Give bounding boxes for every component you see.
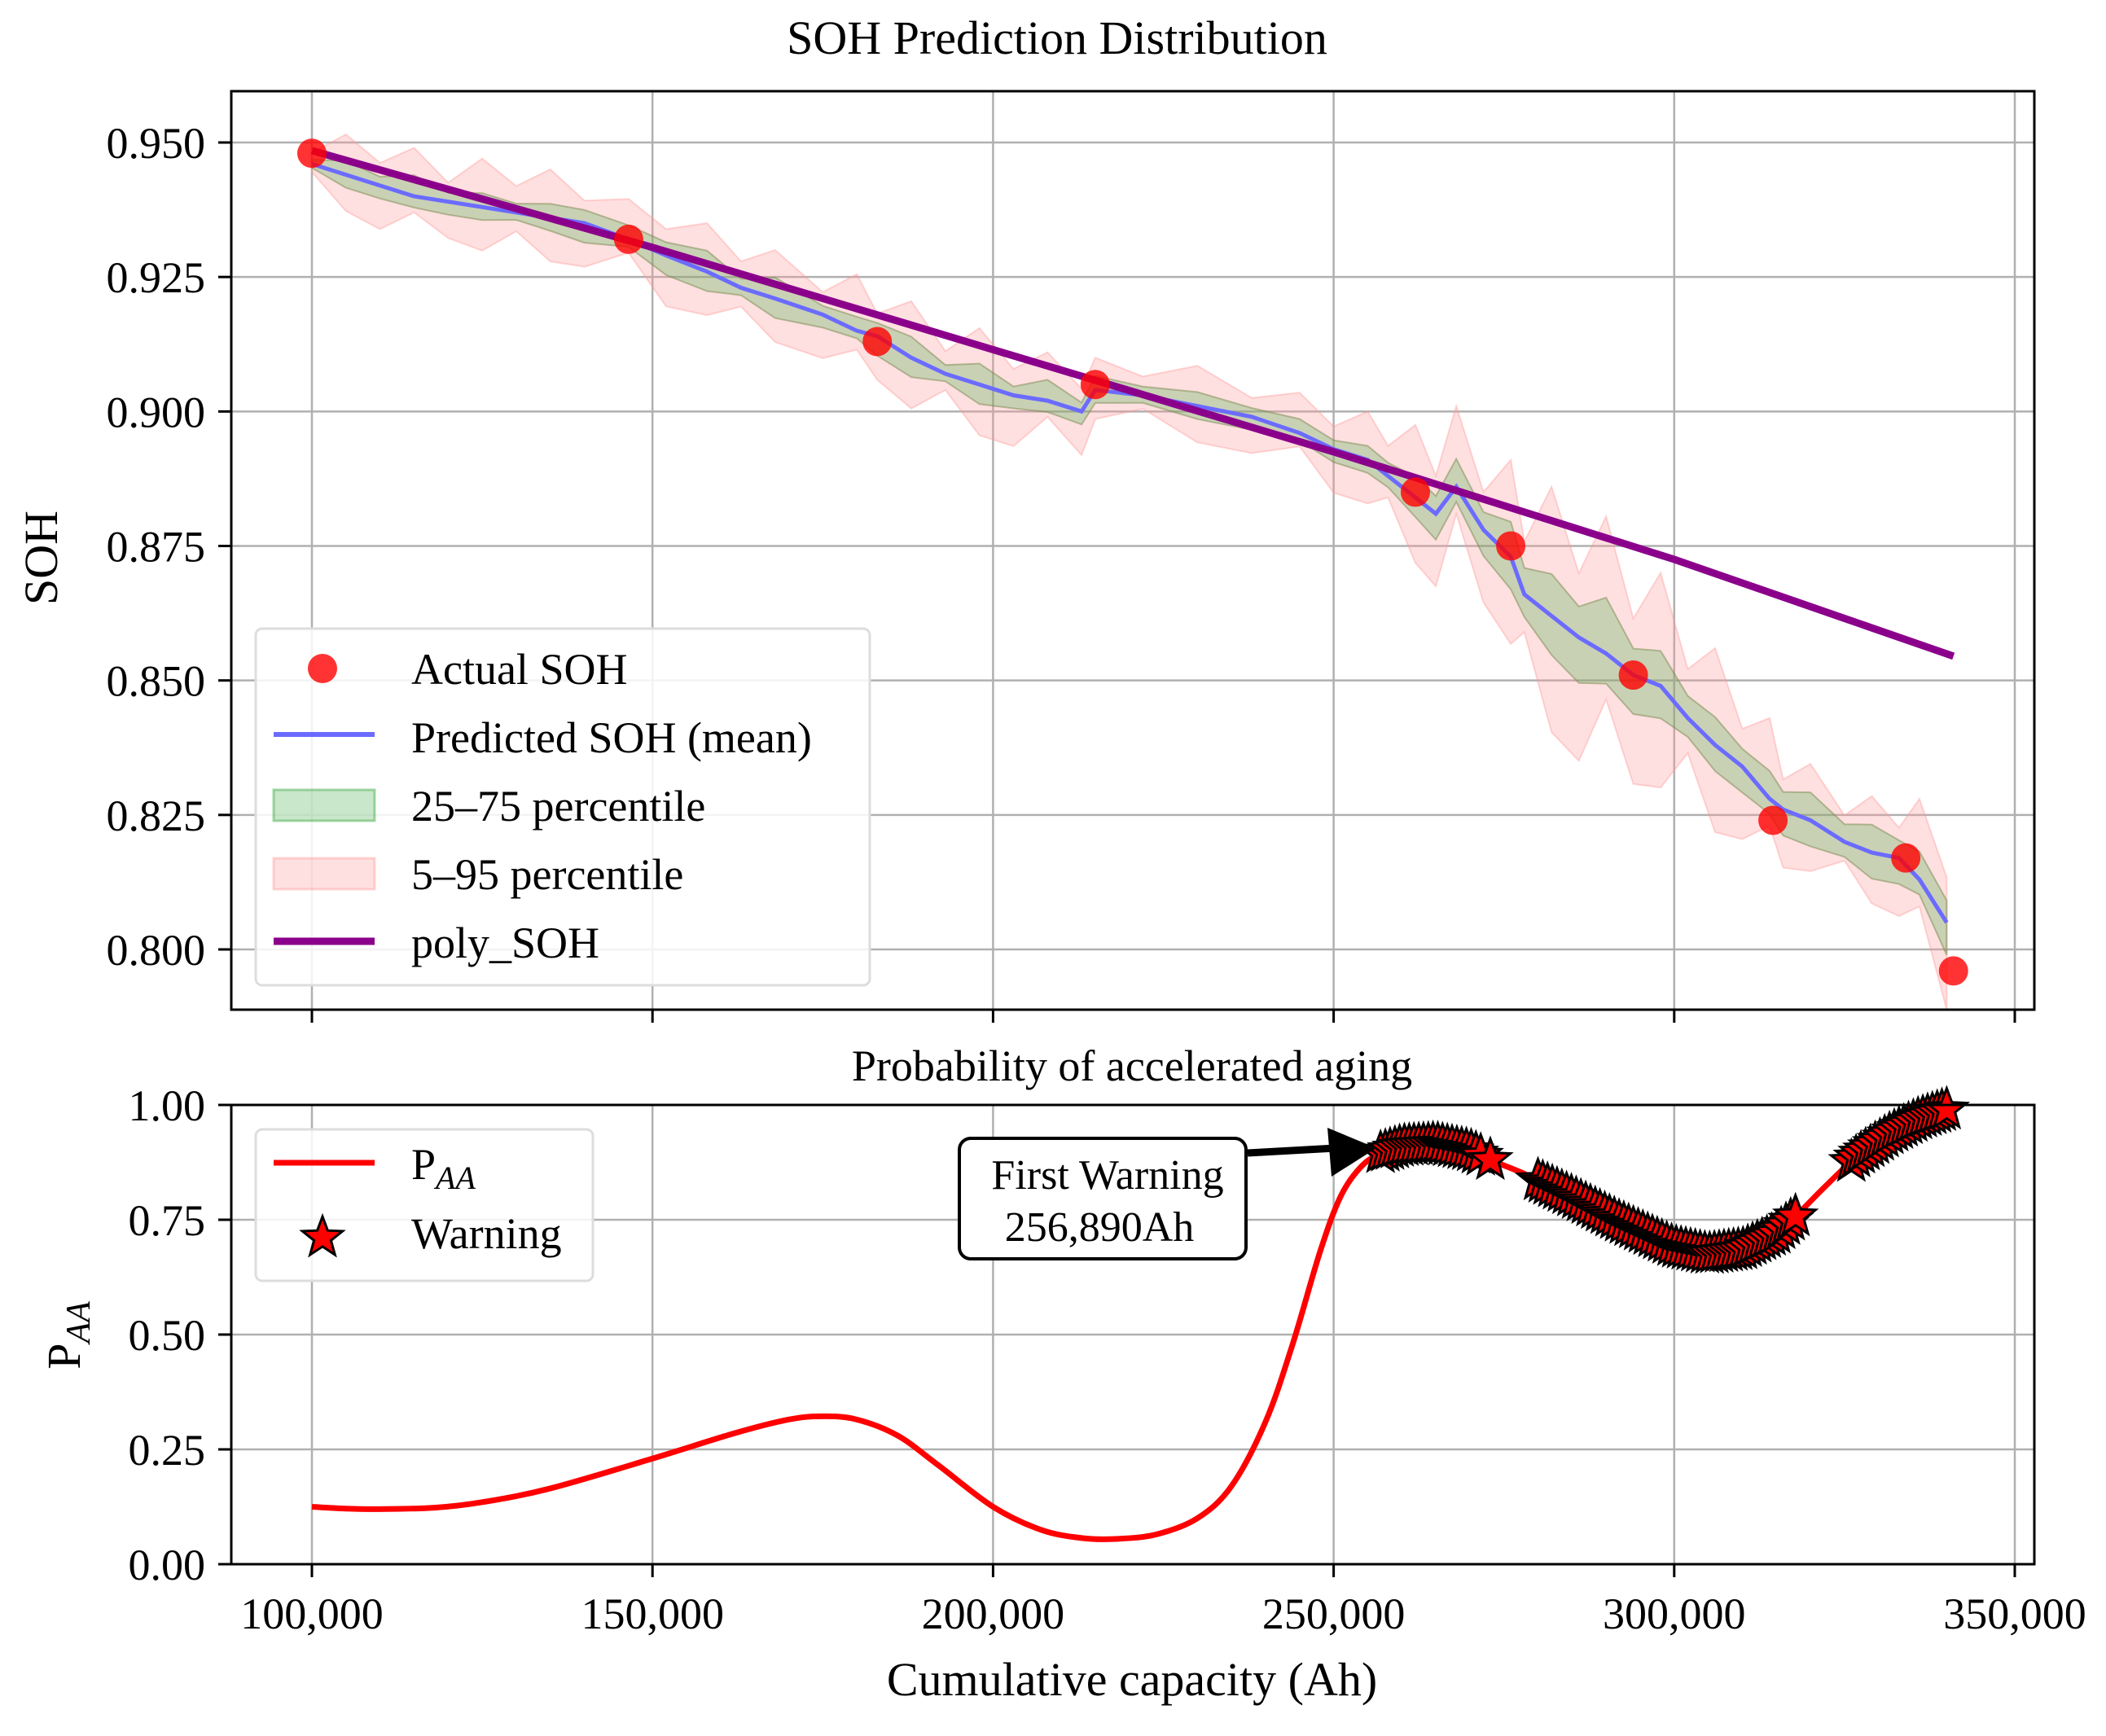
x-tick-label: 150,000 <box>581 1589 724 1638</box>
y-tick-label: 0.800 <box>107 926 206 975</box>
y-tick-label: 0.50 <box>129 1311 206 1360</box>
band-25-75 <box>311 158 1948 956</box>
legend-poly-label: poly_SOH <box>411 918 599 967</box>
legend-warning-star-icon <box>299 1212 346 1258</box>
actual-soh-point <box>1400 477 1430 507</box>
actual-soh-point <box>1080 370 1110 400</box>
legend-outer-label: 5–95 percentile <box>411 850 683 899</box>
legend-actual-label: Actual SOH <box>411 645 627 694</box>
actual-soh-point <box>862 327 893 357</box>
y-tick-label: 0.875 <box>107 523 206 572</box>
first-warning-annotation: First Warning 256,890Ah <box>958 1128 1376 1260</box>
poly-soh-line <box>310 147 1955 660</box>
top-plot-area <box>297 133 1968 1010</box>
x-tick-label: 300,000 <box>1603 1589 1746 1638</box>
warning-star <box>1923 1085 1971 1130</box>
warning-star <box>1771 1191 1819 1237</box>
top-y-axis-label: SOH <box>15 511 68 605</box>
legend-warning-label: Warning <box>411 1209 562 1258</box>
y-tick-label: 0.25 <box>129 1426 206 1475</box>
y-tick-label: 0.950 <box>107 119 206 168</box>
y-label-sub: AA <box>60 1301 98 1346</box>
actual-soh-point <box>1891 843 1921 873</box>
y-tick-label: 0.75 <box>129 1196 206 1245</box>
bottom-plot-area <box>311 1085 1971 1542</box>
actual-soh-point <box>1618 660 1648 690</box>
x-tick-label: 200,000 <box>922 1589 1065 1638</box>
y-tick-label: 1.00 <box>129 1081 206 1130</box>
top-ticks: 0.800 0.825 0.850 0.875 0.900 0.925 0.950 <box>107 119 2016 1023</box>
bottom-ticks: 100,000 150,000 200,000 250,000 300,000 350,0… <box>129 1081 2086 1638</box>
top-axes-frame <box>230 90 2036 1011</box>
top-legend: Actual SOH Predicted SOH (mean) 25–75 pe… <box>254 627 871 987</box>
actual-soh-point <box>1938 956 1968 986</box>
annotation-line1: First Warning <box>991 1152 1223 1199</box>
top-chart-title: SOH Prediction Distribution <box>787 11 1327 64</box>
svg-text:PAA: PAA <box>37 1301 98 1370</box>
legend-mean-label: Predicted SOH (mean) <box>411 713 812 762</box>
legend-actual-marker <box>308 654 337 683</box>
y-tick-label: 0.00 <box>129 1541 206 1589</box>
warning-star <box>1467 1135 1514 1181</box>
y-tick-label: 0.850 <box>107 657 206 706</box>
legend-iqr-label: 25–75 percentile <box>411 782 705 831</box>
legend-paa-label: PAA <box>411 1140 476 1196</box>
x-tick-label: 250,000 <box>1262 1589 1406 1638</box>
annotation-line2: 256,890Ah <box>1005 1204 1195 1251</box>
actual-soh-point <box>1758 805 1788 835</box>
y-tick-label: 0.925 <box>107 253 206 302</box>
legend-outer-swatch <box>272 857 376 891</box>
y-label-main: P <box>37 1344 90 1370</box>
bottom-y-axis-label: PAA <box>37 1301 98 1370</box>
top-grid <box>231 91 2034 1010</box>
actual-soh-point <box>1496 531 1526 561</box>
y-tick-label: 0.900 <box>107 388 206 436</box>
x-axis-label: Cumulative capacity (Ah) <box>887 1653 1377 1706</box>
x-tick-label: 350,000 <box>1943 1589 2086 1638</box>
x-tick-label: 100,000 <box>240 1589 384 1638</box>
bottom-chart-title: Probability of accelerated aging <box>852 1041 1412 1090</box>
actual-soh-point <box>613 224 643 254</box>
actual-soh-point <box>297 138 327 169</box>
y-tick-label: 0.825 <box>107 791 206 840</box>
legend-iqr-swatch <box>272 788 376 822</box>
bottom-legend: PAA Warning <box>254 1128 595 1282</box>
